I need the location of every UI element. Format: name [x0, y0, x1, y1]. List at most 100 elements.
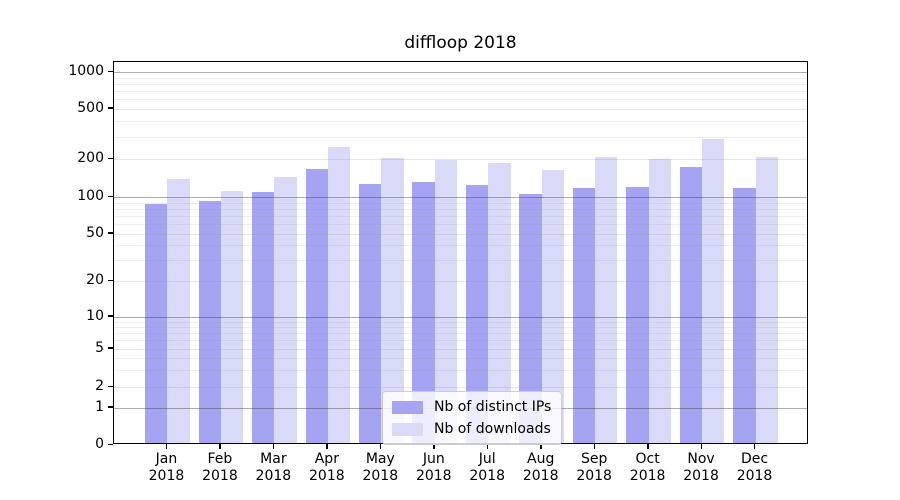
- x-tick-year: 2018: [469, 468, 506, 484]
- x-tick-month: Oct: [635, 451, 660, 467]
- bar-downloads-dec: [755, 156, 778, 443]
- legend-item-downloads: Nb of downloads: [392, 420, 551, 438]
- x-tick-month: Jan: [155, 451, 178, 467]
- x-tick-mark-aug: [540, 444, 542, 449]
- x-tick-mark-oct: [647, 444, 649, 449]
- bar-distinct-ips-mar: [252, 191, 275, 443]
- chart-title: diffloop 2018: [404, 33, 517, 53]
- bar-distinct-ips-sep: [572, 187, 596, 443]
- x-tick-month: Apr: [314, 451, 339, 467]
- bar-distinct-ips-dec: [733, 187, 756, 443]
- y-tick-mark-500: [108, 107, 113, 109]
- x-tick-label-mar: Mar 2018: [256, 451, 292, 485]
- x-tick-year: 2018: [309, 468, 345, 484]
- x-tick-year: 2018: [522, 468, 559, 484]
- x-tick-mark-feb: [219, 444, 221, 449]
- bar-distinct-ips-oct: [626, 186, 649, 443]
- y-tick-label-500: 500: [77, 99, 104, 116]
- y-tick-label-100: 100: [77, 188, 104, 205]
- x-tick-month: Aug: [527, 451, 555, 467]
- plot-area: Nb of distinct IPs Nb of downloads: [113, 61, 808, 445]
- x-tick-mark-sep: [593, 444, 596, 449]
- bar-downloads-sep: [595, 157, 618, 443]
- x-tick-label-jun: Jun 2018: [416, 451, 452, 485]
- x-tick-mark-dec: [754, 444, 756, 449]
- x-tick-month: Feb: [207, 451, 233, 467]
- y-tick-label-10: 10: [86, 307, 104, 324]
- bar-downloads-jul: [488, 163, 511, 443]
- x-tick-mark-jul: [486, 444, 489, 449]
- x-tick-label-oct: Oct 2018: [630, 451, 666, 485]
- x-tick-mark-jun: [433, 444, 435, 449]
- bar-distinct-ips-apr: [305, 168, 328, 443]
- x-tick-month: Nov: [687, 451, 715, 467]
- x-tick-month: Jul: [478, 451, 496, 467]
- x-tick-label-aug: Aug 2018: [523, 451, 559, 485]
- x-tick-label-may: May 2018: [362, 451, 398, 485]
- y-tick-label-20: 20: [86, 272, 104, 289]
- bar-downloads-jun: [434, 159, 458, 443]
- x-tick-label-apr: Apr 2018: [309, 451, 345, 485]
- x-tick-month: Sep: [580, 451, 608, 467]
- y-tick-label-0: 0: [95, 436, 104, 453]
- y-tick-mark-1000: [108, 70, 113, 72]
- x-tick-label-nov: Nov 2018: [683, 451, 719, 485]
- bar-downloads-feb: [220, 191, 244, 443]
- x-tick-year: 2018: [576, 468, 612, 484]
- y-tick-mark-0: [108, 443, 113, 446]
- x-tick-month: Dec: [740, 451, 769, 467]
- x-tick-label-sep: Sep 2018: [576, 451, 612, 485]
- x-tick-year: 2018: [736, 468, 773, 484]
- y-tick-label-1000: 1000: [68, 63, 104, 79]
- bar-downloads-nov: [702, 138, 725, 443]
- legend-label-distinct-ips: Nb of distinct IPs: [434, 399, 552, 415]
- x-tick-label-jan: Jan 2018: [149, 451, 185, 485]
- x-tick-year: 2018: [629, 468, 666, 484]
- y-tick-mark-200: [108, 157, 113, 160]
- y-tick-mark-10: [108, 315, 113, 317]
- bar-distinct-ips-aug: [519, 193, 542, 443]
- bar-downloads-may: [381, 157, 404, 443]
- bar-distinct-ips-may: [359, 183, 382, 443]
- x-tick-label-dec: Dec 2018: [737, 451, 773, 485]
- y-tick-label-1: 1: [95, 398, 104, 415]
- y-tick-label-200: 200: [77, 150, 104, 167]
- bar-downloads-jan: [167, 179, 190, 443]
- x-tick-mark-mar: [272, 444, 275, 449]
- bar-distinct-ips-jun: [412, 181, 435, 443]
- x-tick-month: Jun: [422, 451, 445, 467]
- legend: Nb of distinct IPs Nb of downloads: [382, 391, 563, 445]
- y-tick-label-5: 5: [95, 339, 104, 356]
- x-tick-year: 2018: [415, 468, 452, 484]
- x-tick-year: 2018: [362, 468, 399, 484]
- x-tick-mark-may: [379, 444, 382, 449]
- y-tick-label-2: 2: [95, 378, 104, 395]
- legend-swatch-downloads: [392, 422, 423, 436]
- x-tick-mark-nov: [700, 444, 702, 449]
- x-tick-month: May: [365, 451, 395, 467]
- y-tick-label-50: 50: [86, 224, 104, 241]
- x-tick-mark-apr: [326, 444, 328, 449]
- x-tick-label-feb: Feb 2018: [202, 451, 238, 485]
- x-tick-month: Mar: [260, 451, 287, 467]
- bar-distinct-ips-nov: [679, 167, 703, 443]
- y-tick-mark-1: [108, 406, 113, 408]
- bars-layer: [114, 62, 807, 443]
- bar-downloads-mar: [274, 176, 297, 443]
- x-tick-year: 2018: [202, 468, 238, 484]
- legend-swatch-distinct-ips: [392, 400, 423, 414]
- y-tick-mark-100: [108, 195, 113, 198]
- y-tick-mark-50: [108, 232, 113, 234]
- x-tick-mark-jan: [165, 444, 168, 449]
- bar-distinct-ips-jan: [145, 203, 168, 443]
- y-tick-mark-5: [108, 347, 113, 349]
- y-tick-mark-2: [108, 385, 113, 388]
- bar-downloads-apr: [327, 146, 351, 443]
- x-tick-year: 2018: [683, 468, 719, 484]
- legend-label-downloads: Nb of downloads: [434, 421, 551, 437]
- y-tick-mark-20: [108, 279, 113, 282]
- legend-item-distinct-ips: Nb of distinct IPs: [392, 398, 551, 416]
- bar-distinct-ips-jul: [465, 185, 489, 443]
- bar-distinct-ips-feb: [198, 201, 221, 443]
